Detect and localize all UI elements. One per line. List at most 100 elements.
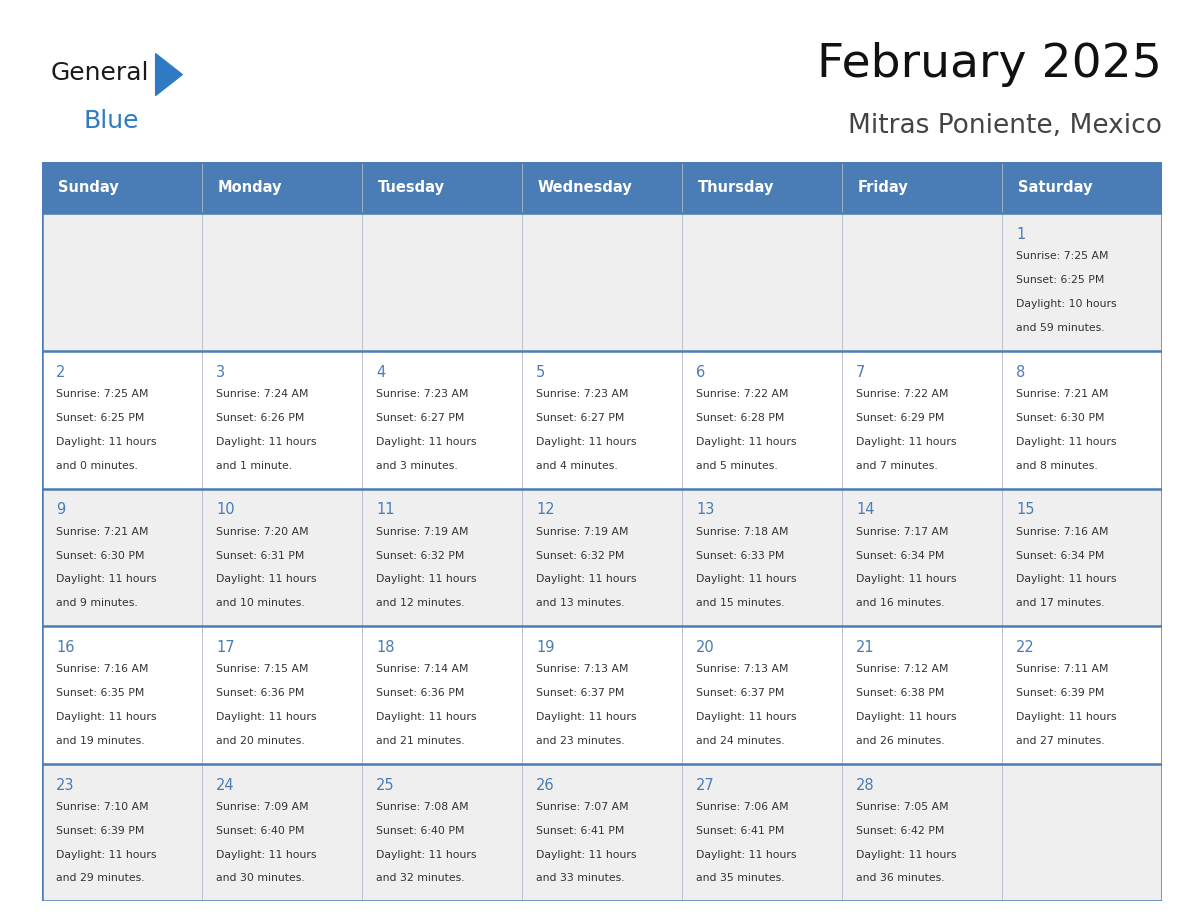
Text: 3: 3 xyxy=(216,364,226,380)
Bar xyxy=(842,162,1001,213)
Text: Sunrise: 7:21 AM: Sunrise: 7:21 AM xyxy=(56,527,148,537)
Text: Sunset: 6:38 PM: Sunset: 6:38 PM xyxy=(857,688,944,699)
Text: Sunset: 6:32 PM: Sunset: 6:32 PM xyxy=(377,551,465,561)
Text: Daylight: 11 hours: Daylight: 11 hours xyxy=(216,712,316,722)
Text: 9: 9 xyxy=(56,502,65,518)
Text: 4: 4 xyxy=(377,364,385,380)
Text: Sunrise: 7:22 AM: Sunrise: 7:22 AM xyxy=(857,389,949,399)
Text: Sunset: 6:27 PM: Sunset: 6:27 PM xyxy=(536,413,625,423)
Text: Sunset: 6:26 PM: Sunset: 6:26 PM xyxy=(216,413,304,423)
Text: Sunrise: 7:10 AM: Sunrise: 7:10 AM xyxy=(56,802,148,812)
Text: Sunset: 6:36 PM: Sunset: 6:36 PM xyxy=(216,688,304,699)
Text: 22: 22 xyxy=(1016,640,1035,655)
Text: Sunrise: 7:24 AM: Sunrise: 7:24 AM xyxy=(216,389,309,399)
Text: 23: 23 xyxy=(56,778,75,792)
Text: Daylight: 11 hours: Daylight: 11 hours xyxy=(56,437,157,447)
Text: Sunrise: 7:05 AM: Sunrise: 7:05 AM xyxy=(857,802,949,812)
Text: and 21 minutes.: and 21 minutes. xyxy=(377,736,465,745)
Text: 11: 11 xyxy=(377,502,394,518)
Text: Daylight: 11 hours: Daylight: 11 hours xyxy=(857,437,956,447)
Text: 2: 2 xyxy=(56,364,65,380)
Text: Thursday: Thursday xyxy=(697,181,775,196)
Text: 20: 20 xyxy=(696,640,715,655)
Text: Daylight: 11 hours: Daylight: 11 hours xyxy=(56,575,157,585)
Text: and 23 minutes.: and 23 minutes. xyxy=(536,736,625,745)
Text: Daylight: 11 hours: Daylight: 11 hours xyxy=(377,712,476,722)
Bar xyxy=(361,162,522,213)
Text: Sunset: 6:33 PM: Sunset: 6:33 PM xyxy=(696,551,784,561)
Text: Sunset: 6:34 PM: Sunset: 6:34 PM xyxy=(1016,551,1105,561)
Text: and 8 minutes.: and 8 minutes. xyxy=(1016,461,1098,471)
Text: and 59 minutes.: and 59 minutes. xyxy=(1016,323,1105,333)
Text: Daylight: 11 hours: Daylight: 11 hours xyxy=(377,575,476,585)
Bar xyxy=(202,162,361,213)
Text: and 7 minutes.: and 7 minutes. xyxy=(857,461,939,471)
Text: and 5 minutes.: and 5 minutes. xyxy=(696,461,778,471)
Text: Daylight: 11 hours: Daylight: 11 hours xyxy=(56,849,157,859)
Text: Daylight: 11 hours: Daylight: 11 hours xyxy=(857,849,956,859)
Text: General: General xyxy=(51,62,150,85)
Text: Sunrise: 7:20 AM: Sunrise: 7:20 AM xyxy=(216,527,309,537)
Text: and 20 minutes.: and 20 minutes. xyxy=(216,736,305,745)
Text: Sunrise: 7:23 AM: Sunrise: 7:23 AM xyxy=(536,389,628,399)
Text: Sunrise: 7:14 AM: Sunrise: 7:14 AM xyxy=(377,665,468,675)
Text: Daylight: 11 hours: Daylight: 11 hours xyxy=(1016,575,1117,585)
Text: and 13 minutes.: and 13 minutes. xyxy=(536,599,625,608)
Text: 25: 25 xyxy=(377,778,394,792)
Text: and 1 minute.: and 1 minute. xyxy=(216,461,292,471)
Text: Sunrise: 7:13 AM: Sunrise: 7:13 AM xyxy=(696,665,789,675)
Text: and 35 minutes.: and 35 minutes. xyxy=(696,873,785,883)
Bar xyxy=(42,213,1162,351)
Text: Sunset: 6:32 PM: Sunset: 6:32 PM xyxy=(536,551,625,561)
Text: Sunrise: 7:13 AM: Sunrise: 7:13 AM xyxy=(536,665,628,675)
Text: Wednesday: Wednesday xyxy=(538,181,632,196)
Text: 21: 21 xyxy=(857,640,874,655)
Text: Sunset: 6:30 PM: Sunset: 6:30 PM xyxy=(1016,413,1105,423)
Text: Sunset: 6:25 PM: Sunset: 6:25 PM xyxy=(1016,275,1105,285)
Bar xyxy=(42,488,1162,626)
Text: and 15 minutes.: and 15 minutes. xyxy=(696,599,785,608)
Text: and 17 minutes.: and 17 minutes. xyxy=(1016,599,1105,608)
Text: and 26 minutes.: and 26 minutes. xyxy=(857,736,944,745)
Text: and 32 minutes.: and 32 minutes. xyxy=(377,873,465,883)
Text: Daylight: 10 hours: Daylight: 10 hours xyxy=(1016,299,1117,309)
Text: Sunset: 6:35 PM: Sunset: 6:35 PM xyxy=(56,688,145,699)
Text: Sunrise: 7:18 AM: Sunrise: 7:18 AM xyxy=(696,527,789,537)
Text: Sunset: 6:30 PM: Sunset: 6:30 PM xyxy=(56,551,145,561)
Text: Daylight: 11 hours: Daylight: 11 hours xyxy=(696,712,797,722)
Text: Sunrise: 7:16 AM: Sunrise: 7:16 AM xyxy=(56,665,148,675)
Text: Friday: Friday xyxy=(858,181,909,196)
Text: Daylight: 11 hours: Daylight: 11 hours xyxy=(696,849,797,859)
Text: 8: 8 xyxy=(1016,364,1025,380)
Text: and 0 minutes.: and 0 minutes. xyxy=(56,461,138,471)
Text: 28: 28 xyxy=(857,778,874,792)
Text: and 33 minutes.: and 33 minutes. xyxy=(536,873,625,883)
Text: Sunrise: 7:12 AM: Sunrise: 7:12 AM xyxy=(857,665,949,675)
Text: Sunset: 6:25 PM: Sunset: 6:25 PM xyxy=(56,413,145,423)
Text: Sunset: 6:37 PM: Sunset: 6:37 PM xyxy=(536,688,625,699)
Text: 16: 16 xyxy=(56,640,75,655)
Text: and 36 minutes.: and 36 minutes. xyxy=(857,873,944,883)
Text: Sunrise: 7:19 AM: Sunrise: 7:19 AM xyxy=(377,527,468,537)
Bar xyxy=(42,351,1162,488)
Text: and 27 minutes.: and 27 minutes. xyxy=(1016,736,1105,745)
Text: Sunset: 6:39 PM: Sunset: 6:39 PM xyxy=(56,826,145,835)
Text: Sunrise: 7:23 AM: Sunrise: 7:23 AM xyxy=(377,389,468,399)
Text: Sunset: 6:41 PM: Sunset: 6:41 PM xyxy=(536,826,625,835)
Text: Daylight: 11 hours: Daylight: 11 hours xyxy=(857,575,956,585)
Text: Sunrise: 7:06 AM: Sunrise: 7:06 AM xyxy=(696,802,789,812)
Text: and 30 minutes.: and 30 minutes. xyxy=(216,873,305,883)
Text: 15: 15 xyxy=(1016,502,1035,518)
Text: Monday: Monday xyxy=(217,181,282,196)
Text: and 19 minutes.: and 19 minutes. xyxy=(56,736,145,745)
Text: Daylight: 11 hours: Daylight: 11 hours xyxy=(1016,437,1117,447)
Text: 12: 12 xyxy=(536,502,555,518)
Text: and 24 minutes.: and 24 minutes. xyxy=(696,736,785,745)
Text: Daylight: 11 hours: Daylight: 11 hours xyxy=(1016,712,1117,722)
Text: and 4 minutes.: and 4 minutes. xyxy=(536,461,618,471)
Text: 10: 10 xyxy=(216,502,235,518)
Text: Sunrise: 7:07 AM: Sunrise: 7:07 AM xyxy=(536,802,628,812)
Text: Sunrise: 7:19 AM: Sunrise: 7:19 AM xyxy=(536,527,628,537)
Text: and 3 minutes.: and 3 minutes. xyxy=(377,461,457,471)
Text: Daylight: 11 hours: Daylight: 11 hours xyxy=(56,712,157,722)
